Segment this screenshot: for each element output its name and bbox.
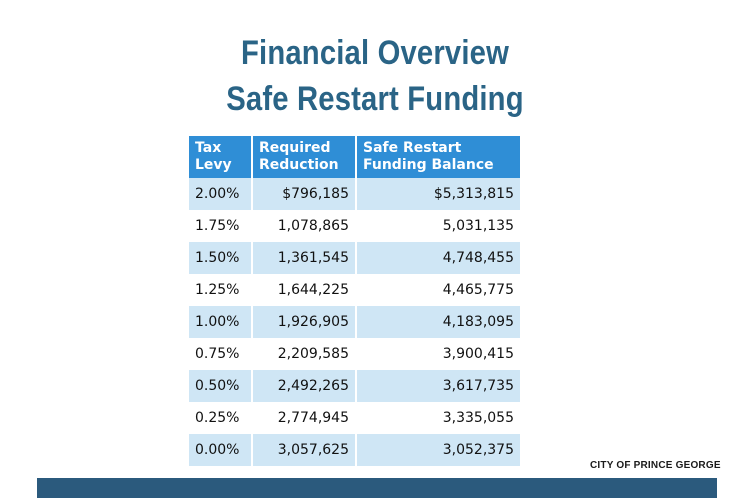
required-reduction-cell: 1,078,865 — [253, 210, 357, 242]
table-row: 1.25% 1,644,225 4,465,775 — [189, 274, 520, 306]
required-reduction-cell: 1,644,225 — [253, 274, 357, 306]
header-safe-restart-balance: Safe Restart Funding Balance — [357, 136, 520, 178]
table-row: 0.00% 3,057,625 3,052,375 — [189, 434, 520, 466]
funding-balance-cell: 3,617,735 — [357, 370, 520, 402]
tax-levy-cell: 1.75% — [189, 210, 253, 242]
tax-levy-cell: 1.25% — [189, 274, 253, 306]
table-row: 1.75% 1,078,865 5,031,135 — [189, 210, 520, 242]
required-reduction-cell: 1,926,905 — [253, 306, 357, 338]
header-required-reduction: Required Reduction — [253, 136, 357, 178]
table-row: 2.00% $796,185 $5,313,815 — [189, 178, 520, 210]
table-row: 0.25% 2,774,945 3,335,055 — [189, 402, 520, 434]
organization-name: CITY OF PRINCE GEORGE — [590, 460, 721, 471]
tax-levy-cell: 0.00% — [189, 434, 253, 466]
funding-balance-cell: 4,183,095 — [357, 306, 520, 338]
funding-balance-cell: 4,465,775 — [357, 274, 520, 306]
slide-title-line-1: Financial Overview — [240, 34, 509, 72]
slide-title-line-2: Safe Restart Funding — [226, 80, 524, 118]
table-header-row: Tax Levy Required Reduction Safe Restart… — [189, 136, 520, 178]
required-reduction-cell: 2,492,265 — [253, 370, 357, 402]
footer-bar — [37, 478, 717, 498]
funding-balance-cell: 4,748,455 — [357, 242, 520, 274]
required-reduction-cell: 3,057,625 — [253, 434, 357, 466]
tax-levy-cell: 0.25% — [189, 402, 253, 434]
table-row: 0.50% 2,492,265 3,617,735 — [189, 370, 520, 402]
tax-levy-cell: 0.75% — [189, 338, 253, 370]
funding-balance-cell: $5,313,815 — [357, 178, 520, 210]
required-reduction-cell: 2,209,585 — [253, 338, 357, 370]
tax-levy-cell: 0.50% — [189, 370, 253, 402]
tax-levy-cell: 2.00% — [189, 178, 253, 210]
funding-table: Tax Levy Required Reduction Safe Restart… — [189, 136, 520, 466]
funding-balance-cell: 3,900,415 — [357, 338, 520, 370]
table-row: 0.75% 2,209,585 3,900,415 — [189, 338, 520, 370]
required-reduction-cell: 1,361,545 — [253, 242, 357, 274]
table-row: 1.50% 1,361,545 4,748,455 — [189, 242, 520, 274]
required-reduction-cell: 2,774,945 — [253, 402, 357, 434]
tax-levy-cell: 1.00% — [189, 306, 253, 338]
funding-balance-cell: 3,052,375 — [357, 434, 520, 466]
funding-balance-cell: 5,031,135 — [357, 210, 520, 242]
tax-levy-cell: 1.50% — [189, 242, 253, 274]
header-tax-levy: Tax Levy — [189, 136, 253, 178]
table-row: 1.00% 1,926,905 4,183,095 — [189, 306, 520, 338]
funding-balance-cell: 3,335,055 — [357, 402, 520, 434]
required-reduction-cell: $796,185 — [253, 178, 357, 210]
